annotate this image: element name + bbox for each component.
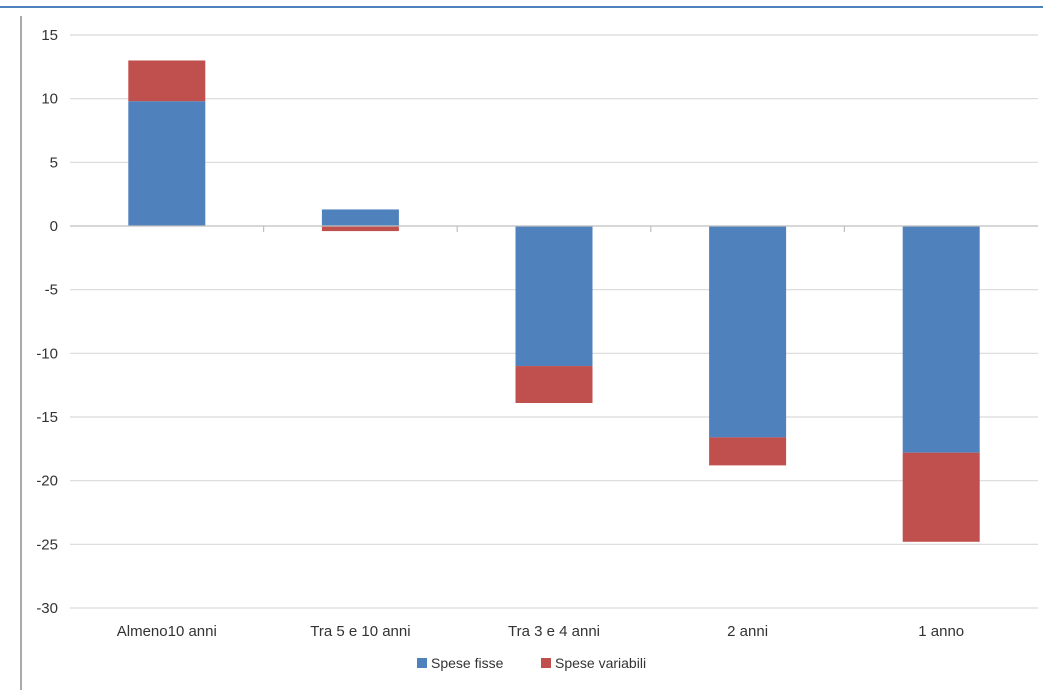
- x-category-label: 2 anni: [727, 623, 768, 640]
- bar-segment: [902, 226, 980, 453]
- y-tick-label: 15: [41, 27, 58, 44]
- bars: [128, 60, 980, 542]
- y-tick-label: -15: [36, 409, 58, 426]
- legend-label: Spese fisse: [431, 655, 504, 671]
- x-category-label: Tra 3 e 4 anni: [508, 623, 600, 640]
- x-category-label: 1 anno: [918, 623, 964, 640]
- bar-segment: [515, 366, 593, 403]
- y-tick-label: -10: [36, 345, 58, 362]
- y-tick-label: 10: [41, 91, 58, 108]
- bar-segment: [321, 226, 399, 232]
- y-tick-label: 0: [50, 218, 58, 235]
- legend-swatch: [417, 658, 427, 668]
- legend: Spese fisse Spese variabili: [417, 655, 646, 671]
- bar-segment: [128, 101, 206, 226]
- legend-label: Spese variabili: [555, 655, 646, 671]
- y-tick-labels: 15 10 5 0 -5 -10 -15 -20 -25 -30: [36, 27, 58, 617]
- y-tick-label: -20: [36, 473, 58, 490]
- bar-segment: [902, 452, 980, 542]
- y-tick-label: -30: [36, 600, 58, 617]
- legend-swatch: [541, 658, 551, 668]
- y-tick-label: -25: [36, 536, 58, 553]
- bar-segment: [128, 60, 206, 102]
- x-category-label: Tra 5 e 10 anni: [310, 623, 410, 640]
- bar-segment: [321, 209, 399, 226]
- y-tick-label: 5: [50, 154, 58, 171]
- axes: [70, 225, 1038, 232]
- bar-segment: [515, 226, 593, 367]
- x-category-label: Almeno10 anni: [117, 623, 217, 640]
- x-category-labels: Almeno10 anni Tra 5 e 10 anni Tra 3 e 4 an…: [117, 623, 964, 640]
- bar-segment: [709, 437, 787, 466]
- y-tick-label: -5: [45, 282, 58, 299]
- bar-segment: [709, 226, 787, 438]
